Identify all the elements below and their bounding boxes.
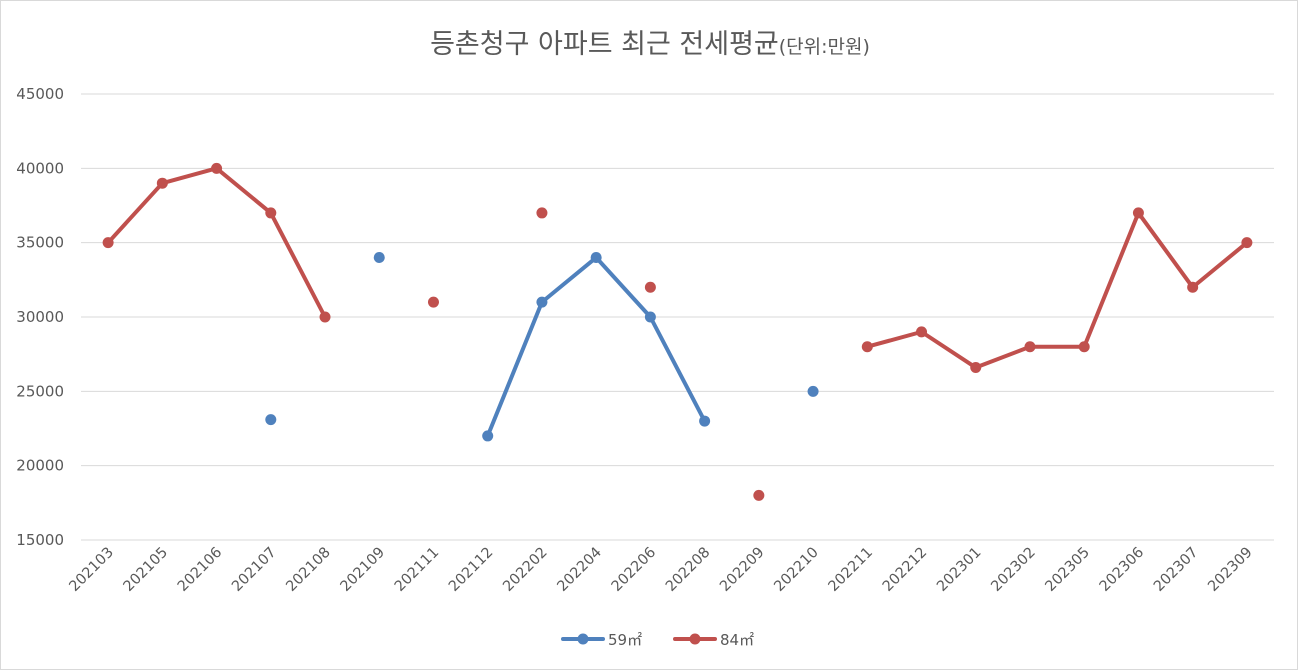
- data-point: [536, 207, 548, 219]
- y-axis-ticks: 45000 40000 35000 30000 25000 20000 15000: [16, 85, 64, 549]
- legend-swatch-marker: [577, 633, 589, 645]
- series-line-segment: [485, 255, 707, 438]
- data-point: [1187, 281, 1199, 293]
- y-tick-label: 40000: [16, 159, 64, 177]
- x-tick-label: 202301: [934, 545, 984, 595]
- x-tick-label: 202107: [229, 545, 279, 595]
- data-point: [156, 177, 168, 189]
- series-2: [102, 162, 1253, 501]
- data-point: [319, 311, 331, 323]
- data-point: [807, 385, 819, 397]
- x-tick-label: 202111: [392, 545, 442, 595]
- x-tick-label: 202209: [717, 545, 767, 595]
- y-tick-label: 25000: [16, 382, 64, 400]
- legend-item-2: 84㎡: [673, 631, 754, 649]
- data-point: [1132, 207, 1144, 219]
- series-layer: [102, 162, 1253, 501]
- x-tick-label: 202210: [771, 545, 821, 595]
- legend-swatch-marker: [689, 633, 701, 645]
- data-point: [482, 430, 494, 442]
- data-point: [102, 237, 114, 249]
- y-tick-label: 30000: [16, 308, 64, 326]
- data-point: [1024, 341, 1036, 353]
- data-point: [699, 415, 711, 427]
- legend-label: 59㎡: [608, 631, 642, 649]
- x-tick-label: 202212: [880, 545, 930, 595]
- data-point: [970, 362, 982, 374]
- x-tick-label: 202305: [1043, 545, 1093, 595]
- gridlines: [81, 93, 1274, 541]
- data-point: [590, 252, 602, 264]
- x-tick-label: 202309: [1205, 545, 1255, 595]
- data-point: [265, 414, 277, 426]
- x-tick-label: 202202: [500, 545, 550, 595]
- data-point: [373, 252, 385, 264]
- legend-label: 84㎡: [720, 631, 754, 649]
- data-point: [1241, 237, 1253, 249]
- x-tick-label: 202204: [555, 545, 605, 595]
- data-point: [265, 207, 277, 219]
- data-point: [644, 281, 656, 293]
- x-tick-label: 202302: [988, 545, 1038, 595]
- legend-item-1: 59㎡: [561, 631, 642, 649]
- x-tick-label: 202306: [1097, 545, 1147, 595]
- x-tick-label: 202307: [1151, 545, 1201, 595]
- x-tick-label: 202206: [609, 545, 659, 595]
- chart-title-main: 등촌청구 아파트 최근 전세평균: [430, 29, 779, 60]
- x-tick-label: 202211: [826, 545, 876, 595]
- y-tick-label: 15000: [16, 531, 64, 549]
- data-point: [861, 341, 873, 353]
- chart-title-unit: (단위:만원): [779, 36, 870, 58]
- y-tick-label: 20000: [16, 457, 64, 475]
- data-point: [644, 311, 656, 323]
- x-tick-label: 202106: [175, 545, 225, 595]
- y-tick-label: 45000: [16, 85, 64, 103]
- data-point: [211, 162, 223, 174]
- series-line-segment: [865, 210, 1249, 370]
- x-tick-label: 202103: [66, 545, 116, 595]
- legend: 59㎡ 84㎡: [561, 631, 754, 649]
- data-point: [536, 296, 548, 308]
- x-tick-label: 202105: [121, 545, 171, 595]
- x-tick-label: 202108: [283, 545, 333, 595]
- series-1: [265, 252, 819, 442]
- data-point: [427, 296, 439, 308]
- data-point: [1078, 341, 1090, 353]
- x-axis-ticks: 202103 202105 202106 202107 202108 202109 2021…: [66, 545, 1255, 595]
- chart-title: 등촌청구 아파트 최근 전세평균(단위:만원): [430, 29, 870, 60]
- x-tick-label: 202109: [338, 545, 388, 595]
- data-point: [916, 326, 928, 338]
- data-point: [753, 489, 765, 501]
- y-tick-label: 35000: [16, 234, 64, 252]
- x-tick-label: 202208: [663, 545, 713, 595]
- x-tick-label: 202112: [446, 545, 496, 595]
